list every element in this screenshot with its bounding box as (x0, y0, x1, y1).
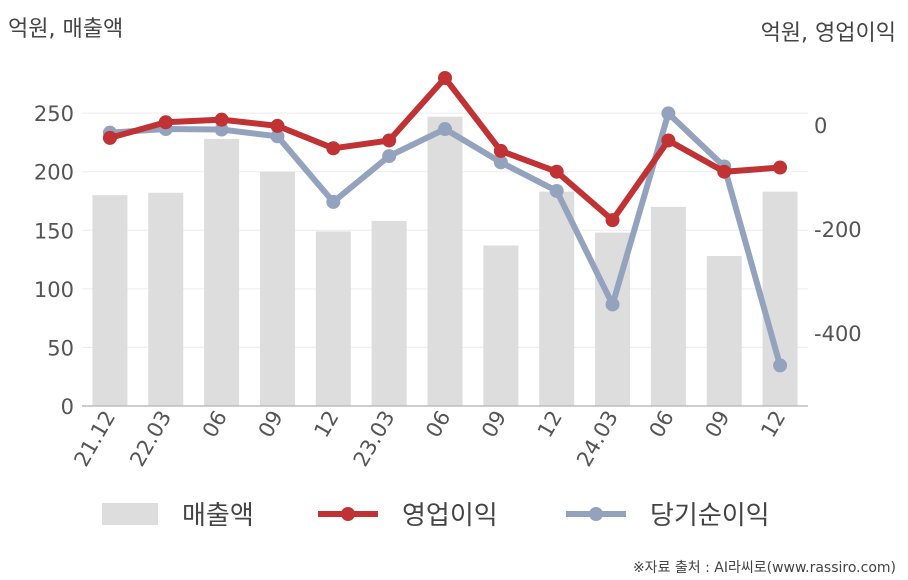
x-tick-label: 12 (756, 407, 790, 442)
data-point (326, 194, 341, 209)
data-point (661, 106, 676, 121)
line-series (102, 71, 788, 373)
data-point (382, 149, 397, 164)
bar (204, 138, 240, 406)
left-tick-label: 50 (47, 336, 74, 360)
data-point (158, 115, 173, 130)
left-tick-label: 250 (34, 102, 74, 126)
legend-label: 당기순이익 (650, 501, 770, 531)
bar (371, 220, 407, 406)
data-point (605, 297, 620, 312)
left-tick-label: 100 (34, 278, 74, 302)
legend-label: 매출액 (182, 501, 254, 531)
x-tick-label: 23.03 (349, 407, 400, 471)
right-axis-unit: 억원, 영업이익 (761, 21, 896, 46)
data-point (326, 141, 341, 156)
x-tick-label: 09 (477, 407, 511, 442)
bar (706, 256, 742, 406)
bar (483, 245, 519, 406)
data-point (438, 71, 452, 85)
data-point (549, 164, 564, 179)
legend-swatch (102, 503, 158, 525)
x-tick-label: 12 (309, 407, 343, 442)
x-tick-label: 24.03 (572, 407, 623, 471)
data-point (270, 129, 285, 144)
data-point (605, 213, 620, 228)
right-axis-ticks: 0 -200 -400 (814, 114, 862, 346)
bar (315, 231, 351, 406)
data-point (438, 122, 452, 137)
left-axis-ticks: 0 50 100 150 200 250 (34, 102, 74, 419)
data-point (214, 112, 229, 127)
data-point (549, 183, 564, 198)
data-point (773, 160, 788, 175)
source-note: ※자료 출처 : AI라씨로(www.rassiro.com) (633, 560, 896, 576)
data-point (493, 155, 508, 170)
bar-series (92, 116, 798, 407)
data-point (773, 358, 788, 373)
x-tick-label: 09 (700, 407, 734, 442)
bar (650, 206, 686, 406)
bar (539, 191, 575, 406)
right-tick-label: -200 (814, 218, 862, 242)
data-point (102, 130, 117, 145)
bar (427, 116, 463, 407)
x-tick-label: 21.12 (69, 407, 120, 471)
legend-marker (341, 507, 355, 521)
x-tick-label: 12 (533, 407, 567, 442)
x-axis-ticks: 21.12 22.03 06 09 12 23.03 06 09 12 24.03 06 09 12 (69, 407, 790, 471)
x-tick-label: 09 (254, 407, 288, 442)
bar (92, 195, 128, 406)
bar (762, 191, 798, 406)
data-point (214, 122, 229, 137)
left-axis-unit: 억원, 매출액 (8, 17, 123, 42)
data-point (661, 133, 676, 148)
x-tick-label: 06 (421, 407, 455, 442)
left-tick-label: 0 (61, 395, 74, 419)
bar (259, 171, 295, 406)
data-point (493, 143, 508, 158)
right-tick-label: -400 (814, 322, 862, 346)
data-point (717, 164, 732, 179)
x-tick-label: 06 (645, 407, 679, 442)
legend: 매출액 영업이익 당기순이익 (102, 501, 770, 531)
right-tick-label: 0 (814, 114, 827, 138)
legend-label: 영업이익 (402, 501, 498, 531)
legend-marker (589, 507, 603, 521)
data-point (382, 133, 397, 148)
bar (148, 192, 184, 406)
left-tick-label: 150 (34, 219, 74, 243)
data-point (270, 118, 285, 133)
x-tick-label: 06 (198, 407, 232, 442)
left-tick-label: 200 (34, 161, 74, 185)
x-tick-label: 22.03 (125, 407, 176, 471)
